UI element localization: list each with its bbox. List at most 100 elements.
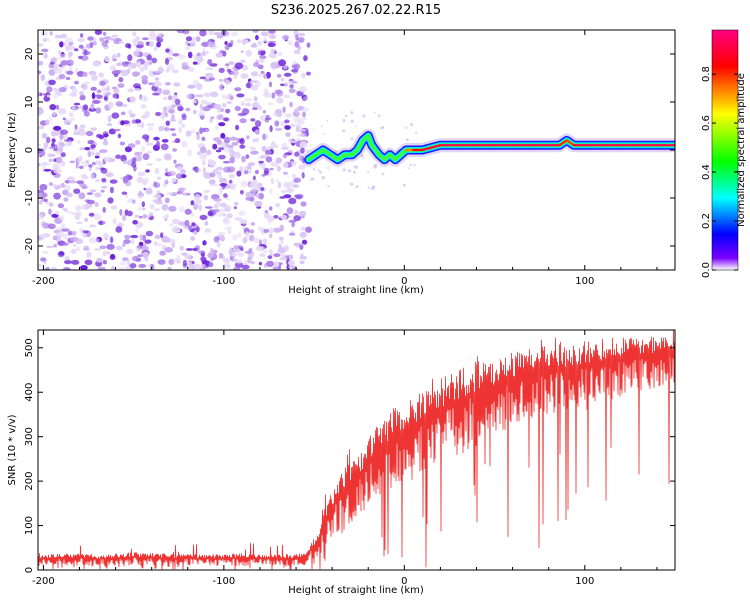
noise-speckle xyxy=(41,232,51,238)
noise-speckle xyxy=(223,136,231,144)
noise-speckle xyxy=(367,171,370,174)
noise-speckle xyxy=(233,266,241,270)
noise-speckle xyxy=(414,131,418,134)
noise-speckle xyxy=(274,127,283,131)
noise-speckle xyxy=(154,234,161,240)
noise-speckle xyxy=(187,84,196,89)
noise-speckle xyxy=(187,66,195,73)
noise-speckle xyxy=(171,178,177,183)
noise-speckle xyxy=(93,213,102,221)
noise-speckle xyxy=(261,174,266,177)
noise-speckle xyxy=(158,125,164,132)
noise-speckle xyxy=(193,203,199,210)
noise-speckle xyxy=(109,186,114,194)
noise-speckle xyxy=(232,234,238,241)
noise-speckle xyxy=(239,190,244,195)
noise-speckle xyxy=(293,215,302,222)
noise-speckle xyxy=(122,120,130,125)
noise-speckle xyxy=(162,89,171,96)
noise-speckle xyxy=(71,230,77,236)
noise-speckle xyxy=(323,133,326,135)
noise-speckle xyxy=(302,107,310,112)
noise-speckle xyxy=(73,188,81,194)
noise-speckle xyxy=(205,72,214,78)
noise-speckle xyxy=(38,92,41,97)
noise-speckle xyxy=(48,182,53,186)
noise-speckle xyxy=(53,244,57,248)
noise-speckle xyxy=(216,34,224,39)
noise-speckle xyxy=(38,60,44,66)
noise-speckle xyxy=(53,166,59,174)
noise-speckle xyxy=(96,133,103,138)
noise-speckle xyxy=(119,141,126,146)
noise-speckle xyxy=(42,251,49,254)
noise-speckle xyxy=(62,189,69,196)
noise-speckle xyxy=(197,250,206,254)
noise-speckle xyxy=(196,52,201,57)
noise-speckle xyxy=(282,161,289,169)
noise-speckle xyxy=(71,259,80,265)
noise-speckle xyxy=(198,204,202,212)
noise-speckle xyxy=(271,92,276,99)
noise-speckle xyxy=(91,151,95,156)
noise-speckle xyxy=(139,234,144,241)
noise-speckle xyxy=(229,95,234,101)
noise-speckle xyxy=(165,69,170,73)
noise-speckle xyxy=(283,94,290,99)
noise-speckle xyxy=(145,230,154,237)
noise-speckle xyxy=(59,215,65,222)
noise-speckle xyxy=(143,63,149,71)
noise-speckle xyxy=(147,61,153,65)
noise-speckle xyxy=(96,257,103,263)
noise-speckle xyxy=(133,40,137,47)
noise-speckle xyxy=(233,249,241,253)
noise-speckle xyxy=(59,41,64,48)
noise-speckle xyxy=(86,192,93,196)
noise-speckle xyxy=(268,34,277,40)
noise-speckle xyxy=(88,212,95,217)
noise-speckle xyxy=(213,198,222,202)
noise-speckle xyxy=(99,245,107,250)
noise-speckle xyxy=(135,44,144,49)
noise-speckle xyxy=(97,266,106,270)
noise-speckle xyxy=(117,266,127,270)
noise-speckle xyxy=(258,160,265,164)
noise-speckle xyxy=(131,161,137,168)
noise-speckle xyxy=(156,41,162,48)
noise-speckle xyxy=(112,58,117,62)
noise-speckle xyxy=(82,233,87,238)
noise-speckle xyxy=(103,36,112,40)
noise-speckle xyxy=(58,86,67,93)
noise-speckle xyxy=(79,165,84,169)
noise-speckle xyxy=(202,167,207,174)
noise-speckle xyxy=(78,55,83,60)
noise-speckle xyxy=(209,91,219,98)
noise-speckle xyxy=(225,197,230,201)
noise-speckle xyxy=(154,201,164,205)
noise-speckle xyxy=(63,197,69,202)
noise-speckle xyxy=(185,40,189,46)
x-tick-label: 0 xyxy=(401,576,407,587)
noise-speckle xyxy=(84,110,90,117)
x-tick-label: -100 xyxy=(213,576,236,587)
noise-speckle xyxy=(199,266,204,270)
colorbar-gradient xyxy=(711,29,739,271)
noise-speckle xyxy=(373,165,377,169)
noise-speckle xyxy=(298,164,306,170)
noise-speckle xyxy=(249,182,258,189)
noise-speckle xyxy=(219,202,227,208)
noise-speckle xyxy=(203,92,211,98)
noise-speckle xyxy=(209,247,214,254)
noise-speckle xyxy=(213,103,222,110)
y-tick-label: 10 xyxy=(24,96,35,109)
noise-speckle xyxy=(289,140,297,144)
noise-speckle xyxy=(277,52,283,56)
y-tick-label: 0 xyxy=(24,147,35,153)
noise-speckle xyxy=(47,153,56,158)
noise-speckle xyxy=(71,105,76,110)
noise-speckle xyxy=(74,124,78,130)
noise-speckle xyxy=(298,38,304,43)
noise-speckle xyxy=(106,243,115,250)
noise-speckle xyxy=(136,245,143,249)
noise-speckle xyxy=(161,216,168,220)
